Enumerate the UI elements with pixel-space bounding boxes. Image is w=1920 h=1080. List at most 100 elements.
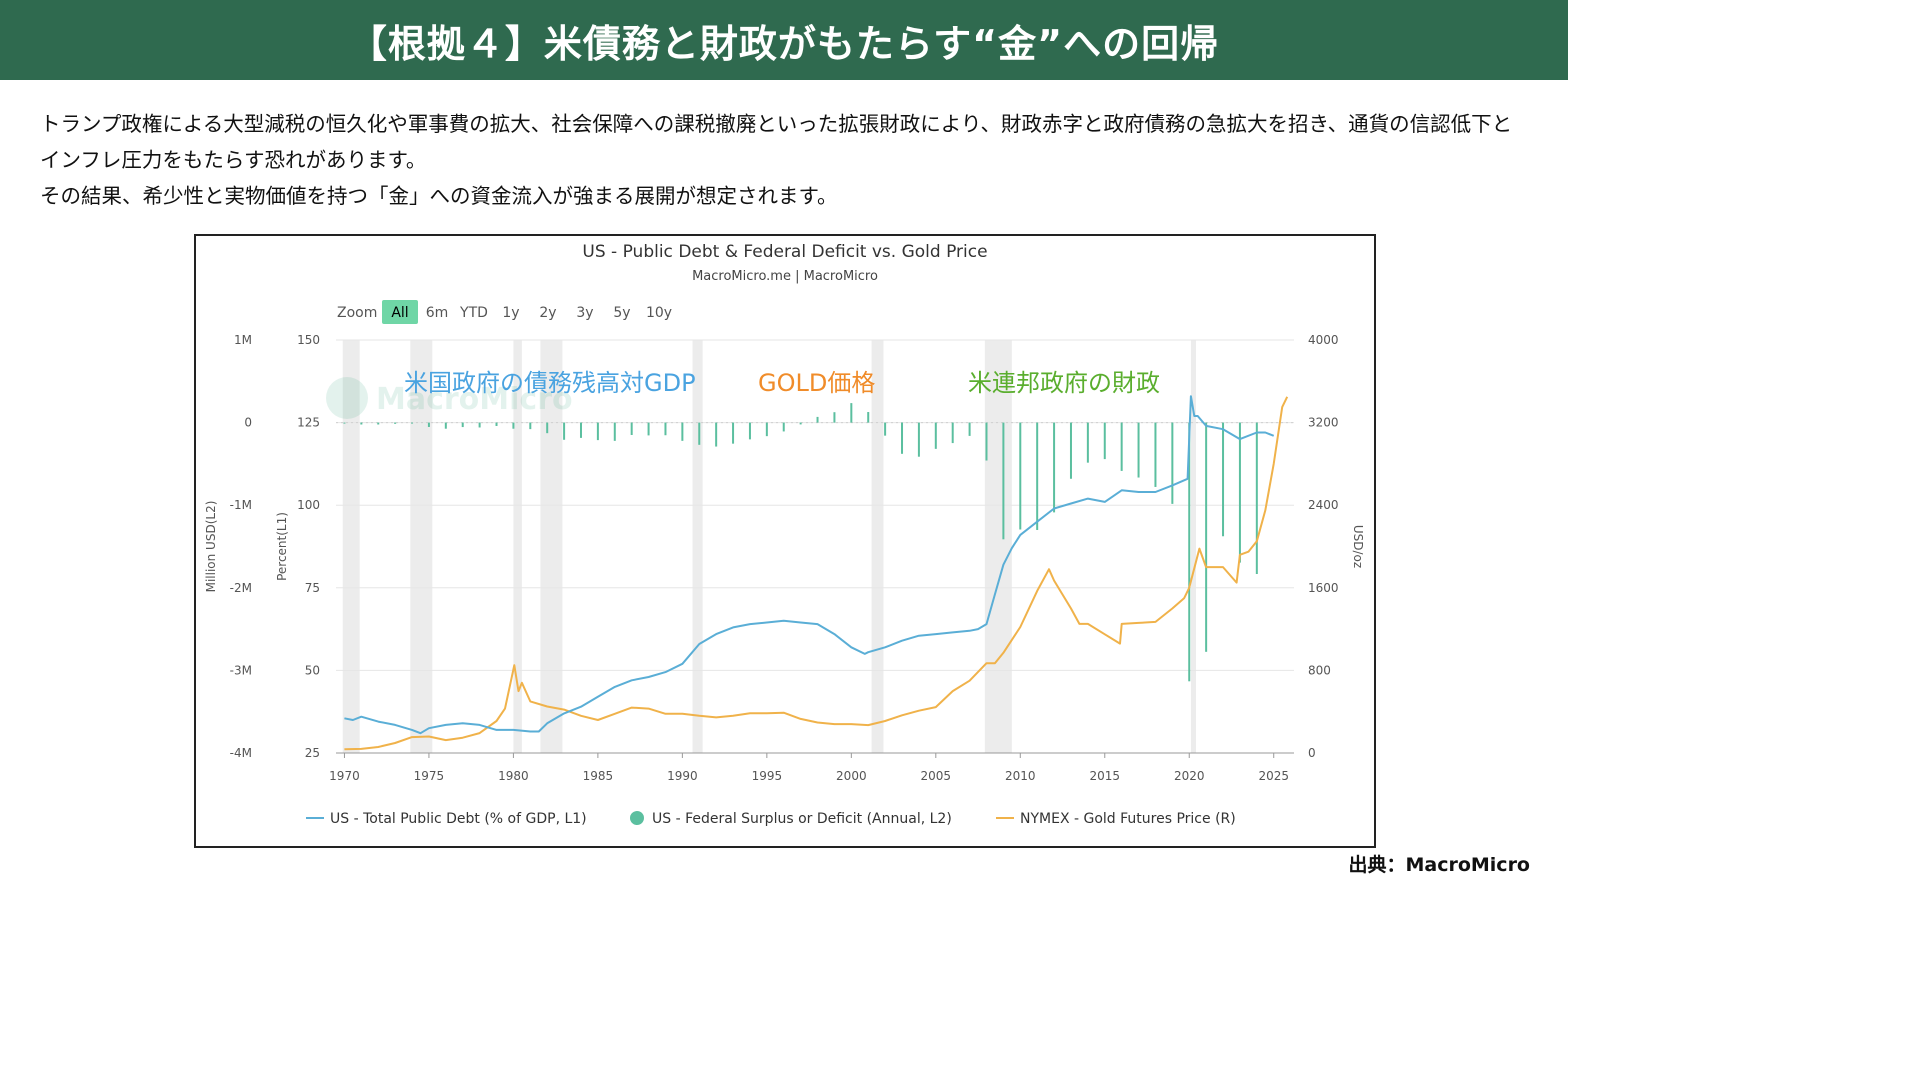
zoom-option-1y[interactable]: 1y (502, 305, 519, 321)
deficit-bar (1205, 422, 1208, 652)
public-debt-line (344, 395, 1275, 735)
source-credit: 出典：MacroMicro (1348, 854, 1530, 876)
deficit-bar (579, 422, 582, 438)
deficit-bar (1053, 422, 1056, 513)
deficit-bar (951, 422, 954, 444)
deficit-bar (394, 422, 397, 424)
x-tick-label: 2015 (1089, 769, 1120, 783)
deficit-bar (850, 403, 853, 423)
gold-price-line (344, 396, 1289, 751)
x-tick-label: 2005 (921, 769, 952, 783)
l1-axis-title: Percent(L1) (275, 512, 289, 581)
r-tick-label: 4000 (1308, 333, 1339, 347)
recession-band (984, 340, 1012, 753)
deficit-bar (512, 422, 515, 429)
zoom-option-10y[interactable]: 10y (646, 305, 672, 321)
deficit-bar (1103, 422, 1106, 460)
zoom-option-6m[interactable]: 6m (426, 305, 449, 321)
l2-tick-label: -1M (230, 498, 252, 512)
deficit-bar (343, 422, 346, 424)
chart-title: US - Public Debt & Federal Deficit vs. G… (582, 242, 987, 262)
recession-band (692, 340, 703, 753)
deficit-bar (867, 412, 870, 423)
deficit-bar (917, 422, 920, 457)
deficit-bar (1255, 422, 1258, 575)
recession-band (513, 340, 522, 753)
x-tick-label: 1985 (583, 769, 614, 783)
deficit-bar (799, 422, 802, 425)
recession-band (540, 340, 563, 753)
deficit-bar (427, 422, 430, 427)
zoom-option-ytd[interactable]: YTD (459, 305, 488, 321)
l2-axis-title: Million USD(L2) (204, 501, 218, 593)
r-tick-label: 3200 (1308, 416, 1339, 430)
deficit-bar (1171, 422, 1174, 504)
zoom-active-bg (382, 300, 418, 324)
x-tick-label: 2000 (836, 769, 867, 783)
deficit-bar (461, 422, 464, 428)
chart-annotation-3: 米連邦政府の財政 (968, 369, 1160, 397)
deficit-bar (546, 422, 549, 434)
svg-text:MacroMicro: MacroMicro (376, 382, 573, 417)
zoom-option-all[interactable]: All (391, 305, 408, 321)
l2-tick-label: 1M (234, 333, 252, 347)
intro-line-2: その結果、希少性と実物価値を持つ「金」への資金流入が強まる展開が想定されます。 (40, 184, 838, 208)
x-tick-label: 1990 (667, 769, 698, 783)
deficit-bar (1019, 422, 1022, 530)
l1-tick-label: 25 (305, 746, 320, 760)
deficit-bar (647, 422, 650, 436)
deficit-bar (478, 422, 481, 428)
deficit-bar (985, 422, 988, 461)
deficit-bar (444, 422, 447, 429)
r-tick-label: 2400 (1308, 498, 1339, 512)
recession-band (410, 340, 433, 753)
l2-tick-label: 0 (244, 416, 252, 430)
x-tick-label: 1975 (414, 769, 445, 783)
deficit-bar (968, 422, 971, 436)
intro-line-1: トランプ政権による大型減税の恒久化や軍事費の拡大、社会保障への課税撤廃といった拡… (40, 112, 1513, 172)
deficit-bar (732, 422, 735, 444)
legend-debt-label[interactable]: US - Total Public Debt (% of GDP, L1) (330, 811, 587, 827)
r-tick-label: 0 (1308, 746, 1316, 760)
zoom-option-5y[interactable]: 5y (613, 305, 630, 321)
deficit-bar (596, 422, 599, 441)
deficit-bar (1222, 422, 1225, 537)
deficit-bar (664, 422, 667, 436)
chart-annotation-1: 米国政府の債務残高対GDP (404, 369, 696, 397)
deficit-bar (411, 422, 414, 424)
deficit-bar (681, 422, 684, 441)
deficit-bar (884, 422, 887, 436)
l2-tick-label: -4M (230, 746, 252, 760)
x-tick-label: 1995 (752, 769, 783, 783)
l1-tick-label: 50 (305, 663, 320, 677)
intro-text: トランプ政権による大型減税の恒久化や軍事費の拡大、社会保障への課税撤廃といった拡… (40, 106, 1530, 214)
watermark: MacroMicro (326, 377, 573, 419)
page-title: 【根拠４】米債務と財政がもたらす“金”への回帰 (348, 21, 1220, 66)
deficit-bar (377, 422, 380, 425)
l2-tick-label: -3M (230, 663, 252, 677)
zoom-option-3y[interactable]: 3y (576, 305, 593, 321)
zoom-option-2y[interactable]: 2y (539, 305, 556, 321)
deficit-bar (1120, 422, 1123, 471)
deficit-bar (833, 412, 836, 423)
deficit-bar (698, 422, 701, 445)
deficit-bar (934, 422, 937, 449)
x-tick-label: 2010 (1005, 769, 1036, 783)
chart-svg: US - Public Debt & Federal Deficit vs. G… (204, 242, 1365, 827)
legend-deficit-label[interactable]: US - Federal Surplus or Deficit (Annual,… (652, 811, 952, 827)
deficit-bar (630, 422, 633, 435)
l1-tick-label: 75 (305, 581, 320, 595)
deficit-bar (901, 422, 904, 454)
deficit-bar (360, 422, 363, 425)
legend-gold-label[interactable]: NYMEX - Gold Futures Price (R) (1020, 811, 1236, 827)
deficit-bar (613, 422, 616, 441)
deficit-bar (715, 422, 718, 447)
deficit-bar (1137, 422, 1140, 478)
chart-container: US - Public Debt & Federal Deficit vs. G… (194, 234, 1376, 848)
header-bar: 【根拠４】米債務と財政がもたらす“金”への回帰 (0, 0, 1568, 80)
deficit-bar (1086, 422, 1089, 463)
deficit-bar (1188, 422, 1191, 682)
deficit-bar (1002, 422, 1005, 540)
l1-tick-label: 150 (297, 333, 320, 347)
deficit-bar (782, 422, 785, 432)
